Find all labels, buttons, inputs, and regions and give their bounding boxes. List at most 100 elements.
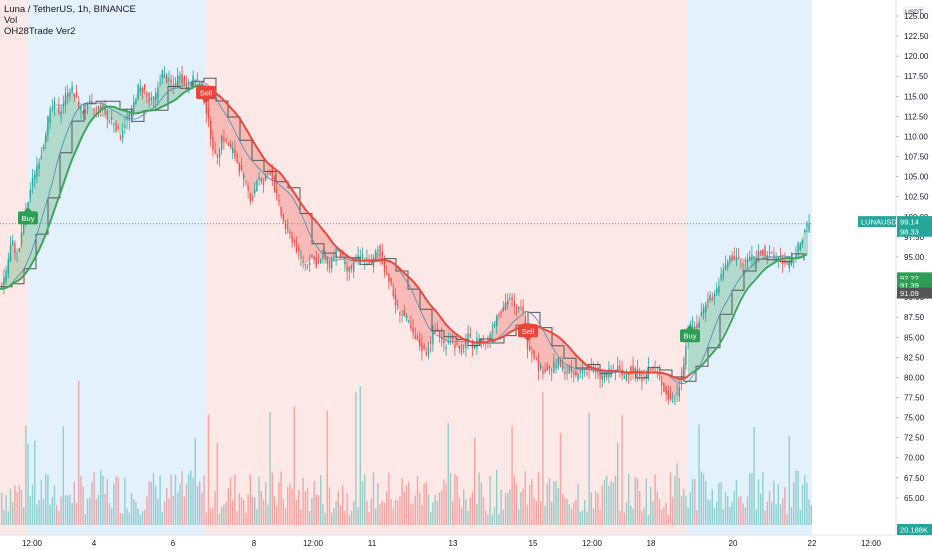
volume-bar — [243, 500, 245, 525]
volume-bar — [581, 510, 584, 525]
volume-bar — [64, 495, 67, 525]
buy-signal-marker[interactable]: Buy — [18, 207, 38, 225]
time-tick-label: 13 — [449, 539, 458, 548]
volume-bar — [595, 491, 597, 525]
time-tick-label: 15 — [529, 539, 538, 548]
candle-body — [551, 370, 553, 372]
price-tick-label: 87.50 — [904, 313, 925, 322]
volume-bar — [474, 437, 476, 525]
candle-body — [537, 359, 540, 371]
candle-body — [375, 251, 377, 261]
volume-bar — [535, 501, 537, 525]
candle-body — [641, 378, 643, 382]
volume-bar — [306, 487, 309, 525]
candle-body — [504, 302, 507, 310]
price-tick-label: 67.50 — [904, 474, 925, 483]
volume-bar — [762, 472, 764, 525]
volume-bar — [16, 492, 18, 525]
candle-body — [720, 273, 722, 280]
volume-bar — [502, 509, 504, 525]
volume-bar — [313, 481, 315, 525]
candle-body — [137, 84, 139, 100]
volume-bar — [258, 476, 260, 525]
volume-bar — [606, 475, 608, 525]
volume-bar — [654, 474, 656, 525]
bullish-fill-area — [0, 72, 204, 290]
volume-bar — [597, 493, 599, 525]
volume-bar — [238, 493, 240, 525]
volume-bar — [458, 497, 460, 525]
volume-bar — [784, 487, 786, 525]
buy-signal-marker[interactable]: Buy — [680, 325, 700, 343]
volume-bar — [590, 492, 592, 525]
time-tick-label: 18 — [647, 539, 656, 548]
candle-body — [491, 331, 493, 333]
candle-body — [555, 364, 557, 370]
currency-label: USDT — [905, 9, 923, 16]
volume-bar — [100, 470, 102, 525]
volume-bar — [601, 485, 603, 525]
candle-body — [75, 92, 78, 98]
candle-body — [78, 101, 80, 110]
volume-bar — [487, 514, 489, 525]
candle-body — [9, 245, 12, 262]
candle-body — [331, 258, 333, 269]
volume-bar — [298, 490, 300, 525]
volume-bar — [573, 502, 575, 525]
time-tick-label: 22 — [808, 539, 817, 548]
volume-bar — [467, 510, 469, 525]
volume-bar — [751, 473, 753, 525]
volume-bar — [476, 503, 478, 525]
volume-bar — [157, 498, 159, 525]
candle-body — [174, 83, 177, 87]
volume-bar — [383, 503, 386, 525]
candle-body — [707, 299, 709, 302]
price-tick-label: 70.00 — [904, 454, 925, 463]
volume-bar — [533, 497, 535, 525]
volume-bar — [179, 484, 181, 525]
candle-body — [3, 277, 5, 285]
volume-bar — [401, 478, 403, 525]
candle-body — [665, 386, 667, 395]
volume-bar — [454, 474, 456, 525]
candle-body — [273, 176, 276, 192]
volume-bar — [386, 491, 388, 525]
candle-body — [293, 240, 295, 243]
candle-body — [414, 336, 416, 339]
volume-bar — [34, 440, 36, 525]
candle-body — [315, 257, 317, 268]
volume-bar — [733, 490, 735, 525]
candle-body — [449, 341, 452, 343]
volume-bar — [544, 505, 546, 525]
candle-body — [115, 123, 117, 132]
volume-bar — [346, 493, 348, 525]
sell-signal-marker[interactable]: Sell — [518, 324, 538, 342]
candle-body — [394, 295, 397, 307]
candle-body — [540, 365, 542, 369]
volume-bar — [480, 482, 482, 525]
candle-body — [599, 374, 601, 379]
currency-box[interactable] — [903, 6, 925, 18]
volume-bar — [181, 471, 183, 525]
candle-body — [573, 373, 575, 375]
step-indicator-line — [0, 77, 805, 382]
volume-bar — [170, 474, 172, 525]
volume-bar — [526, 504, 529, 525]
candle-body — [678, 387, 680, 397]
volume-bar — [559, 432, 562, 525]
candle-body — [639, 370, 641, 377]
candle-body — [474, 345, 476, 349]
volume-bar — [293, 406, 295, 525]
candle-body — [447, 341, 449, 344]
candle-body — [742, 263, 744, 265]
volume-bar — [381, 500, 383, 525]
sell-signal-marker[interactable]: Sell — [196, 86, 216, 104]
candle-body — [790, 261, 793, 265]
candle-body — [168, 77, 170, 82]
volume-bar — [361, 481, 364, 525]
volume-bar — [328, 487, 331, 525]
candle-body — [500, 311, 502, 314]
volume-bar — [522, 488, 524, 525]
candle-body — [199, 81, 201, 84]
